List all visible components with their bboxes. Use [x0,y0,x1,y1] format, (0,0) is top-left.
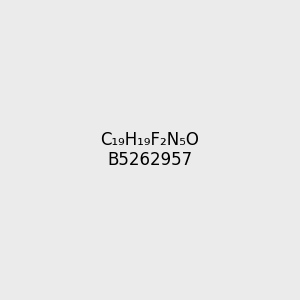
Text: C₁₉H₁₉F₂N₅O
B5262957: C₁₉H₁₉F₂N₅O B5262957 [100,130,200,170]
